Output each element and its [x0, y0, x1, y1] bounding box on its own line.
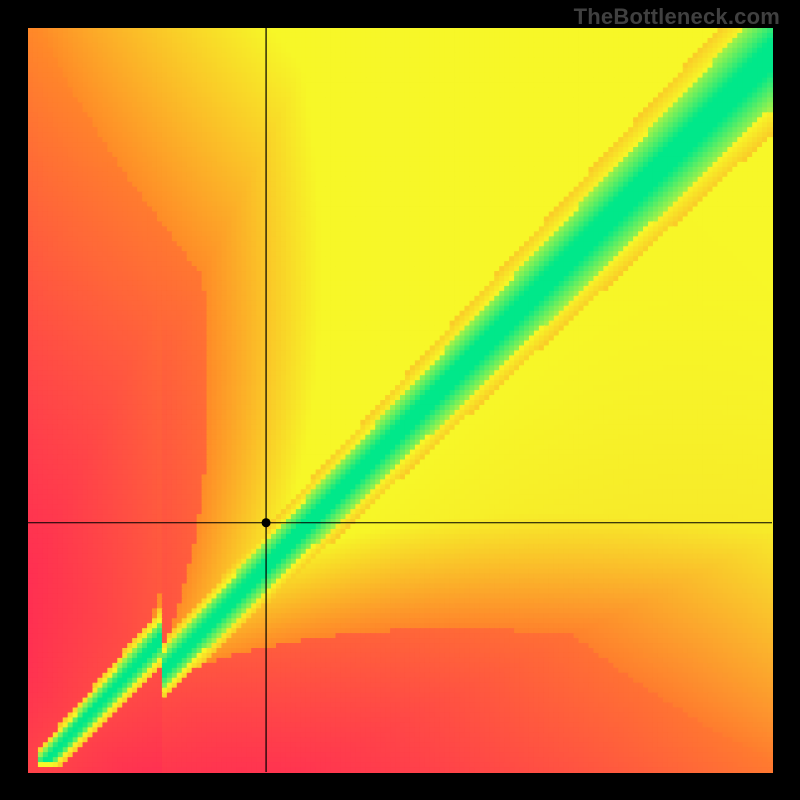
watermark-text: TheBottleneck.com — [574, 4, 780, 30]
chart-container: TheBottleneck.com — [0, 0, 800, 800]
bottleneck-heatmap — [0, 0, 800, 800]
